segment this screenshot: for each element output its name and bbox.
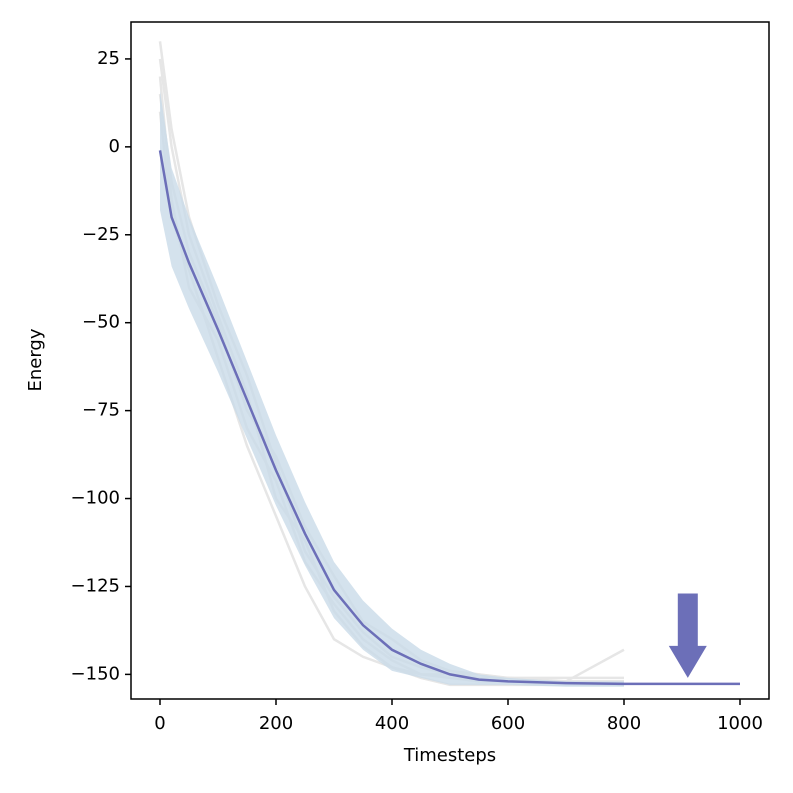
y-tick-label: −75 <box>82 400 120 421</box>
y-tick-label: −150 <box>71 663 120 684</box>
x-axis-label: Timesteps <box>403 745 496 766</box>
x-tick-label: 800 <box>607 713 641 734</box>
mean-line <box>158 150 740 686</box>
y-tick-label: 25 <box>97 48 120 69</box>
y-tick-label: −125 <box>71 575 120 596</box>
plot-frame <box>130 21 770 700</box>
y-tick-label: −100 <box>71 488 120 509</box>
y-tick-label: −50 <box>82 312 120 333</box>
x-tick-label: 200 <box>259 713 293 734</box>
x-tick-label: 1000 <box>717 713 763 734</box>
x-tick-label: 400 <box>375 713 409 734</box>
x-tick-label: 600 <box>491 713 525 734</box>
x-tick-label: 0 <box>154 713 165 734</box>
y-tick-label: 0 <box>109 136 120 157</box>
y-tick-label: −25 <box>82 224 120 245</box>
std-band <box>160 90 624 687</box>
arrow <box>668 593 707 678</box>
y-axis-label: Energy <box>25 328 46 391</box>
